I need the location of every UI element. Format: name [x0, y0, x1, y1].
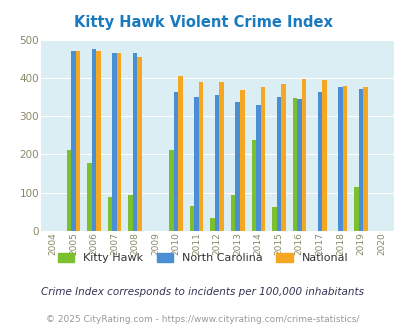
Bar	[353, 187, 358, 231]
Bar	[239, 90, 244, 231]
Text: Crime Index corresponds to incidents per 100,000 inhabitants: Crime Index corresponds to incidents per…	[41, 287, 364, 297]
Bar	[292, 98, 296, 231]
Text: Kitty Hawk Violent Crime Index: Kitty Hawk Violent Crime Index	[73, 15, 332, 30]
Bar	[321, 80, 326, 231]
Bar	[169, 150, 173, 231]
Bar	[296, 99, 301, 231]
Legend: Kitty Hawk, North Carolina, National: Kitty Hawk, North Carolina, National	[53, 248, 352, 268]
Bar	[66, 150, 71, 231]
Bar	[92, 49, 96, 231]
Bar	[198, 82, 203, 231]
Bar	[190, 206, 194, 231]
Bar	[128, 195, 132, 231]
Bar	[271, 207, 276, 231]
Bar	[137, 57, 141, 231]
Bar	[117, 52, 121, 231]
Bar	[194, 97, 198, 231]
Bar	[87, 163, 92, 231]
Bar	[96, 51, 100, 231]
Bar	[107, 197, 112, 231]
Bar	[317, 92, 321, 231]
Bar	[235, 102, 239, 231]
Bar	[301, 79, 305, 231]
Bar	[214, 95, 219, 231]
Bar	[260, 87, 264, 231]
Bar	[210, 218, 214, 231]
Bar	[342, 85, 346, 231]
Bar	[219, 82, 224, 231]
Bar	[362, 87, 367, 231]
Bar	[358, 88, 362, 231]
Bar	[280, 84, 285, 231]
Bar	[178, 76, 183, 231]
Bar	[132, 52, 137, 231]
Bar	[75, 51, 80, 231]
Bar	[251, 140, 256, 231]
Bar	[337, 87, 342, 231]
Bar	[256, 105, 260, 231]
Bar	[71, 51, 75, 231]
Bar	[276, 97, 280, 231]
Bar	[173, 92, 178, 231]
Bar	[230, 195, 235, 231]
Text: © 2025 CityRating.com - https://www.cityrating.com/crime-statistics/: © 2025 CityRating.com - https://www.city…	[46, 315, 359, 324]
Bar	[112, 52, 117, 231]
